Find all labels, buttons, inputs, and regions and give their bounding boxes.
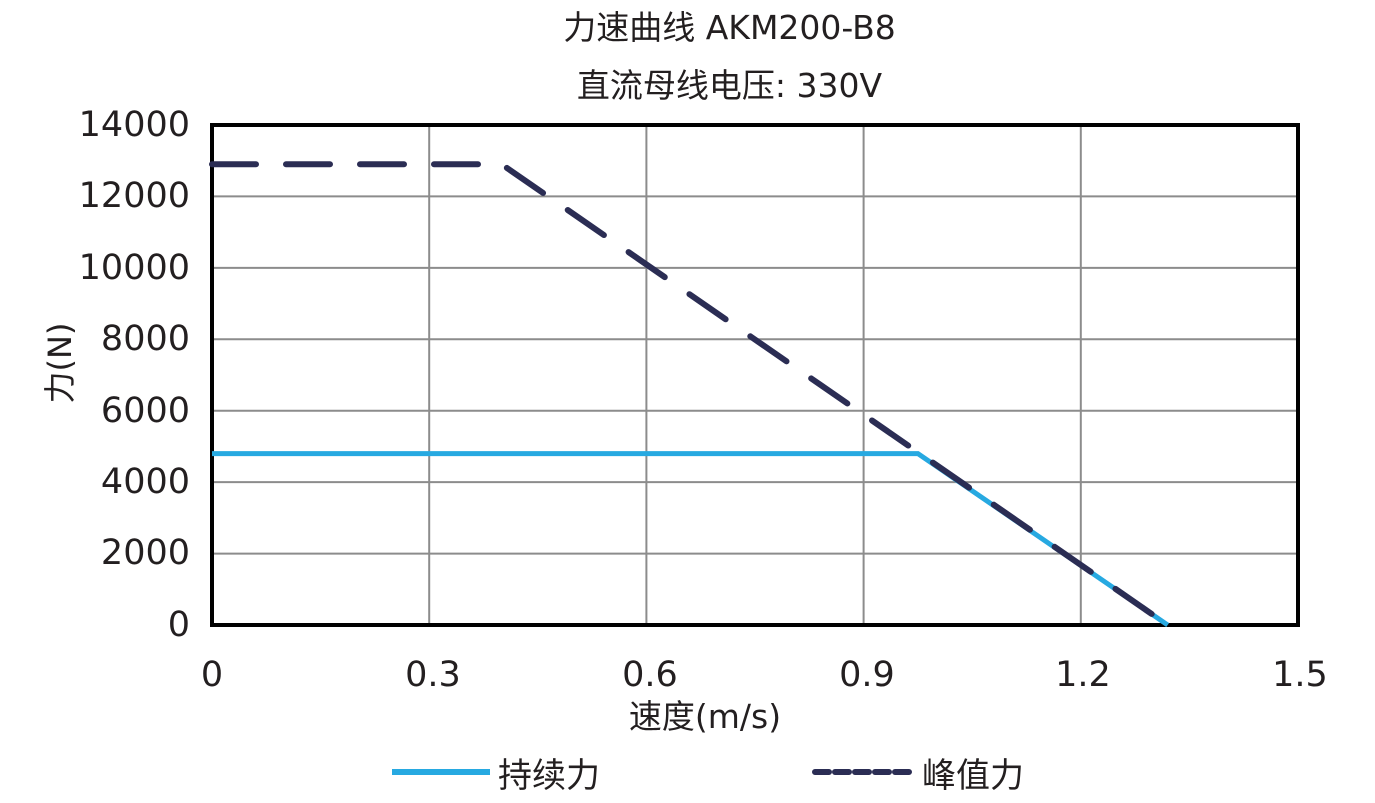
x-tick: 0.3	[405, 655, 461, 695]
y-tick: 0	[167, 605, 190, 645]
series-peak-force	[209, 161, 1171, 628]
legend-label: 峰值力	[922, 755, 1024, 796]
legend-swatch-dashed	[812, 769, 916, 775]
legend-item-peak: 峰值力	[812, 752, 1024, 796]
y-tick: 10000	[78, 248, 190, 288]
chart-title: 力速曲线 AKM200-B8	[563, 8, 896, 47]
chart-subtitle: 直流母线电压: 330V	[576, 66, 883, 105]
y-tick: 2000	[100, 533, 190, 573]
series-continuous-force	[212, 451, 1170, 628]
y-tick: 14000	[78, 105, 190, 145]
grid-lines	[212, 125, 1298, 625]
legend-label: 持续力	[498, 755, 600, 796]
y-tick: 6000	[100, 391, 190, 431]
x-tick: 0.9	[839, 655, 895, 695]
y-tick: 12000	[78, 176, 190, 216]
y-axis-label: 力(N)	[41, 322, 79, 404]
x-axis-label: 速度(m/s)	[628, 697, 782, 736]
x-tick: 0.6	[622, 655, 678, 695]
y-tick: 4000	[100, 462, 190, 502]
legend-swatch-solid	[392, 769, 490, 775]
x-tick: 1.2	[1055, 655, 1111, 695]
plot-border	[210, 123, 1300, 627]
x-tick: 0	[200, 655, 224, 695]
x-tick: 1.5	[1272, 655, 1328, 695]
y-tick: 8000	[100, 319, 190, 359]
legend-item-continuous: 持续力	[392, 752, 600, 796]
